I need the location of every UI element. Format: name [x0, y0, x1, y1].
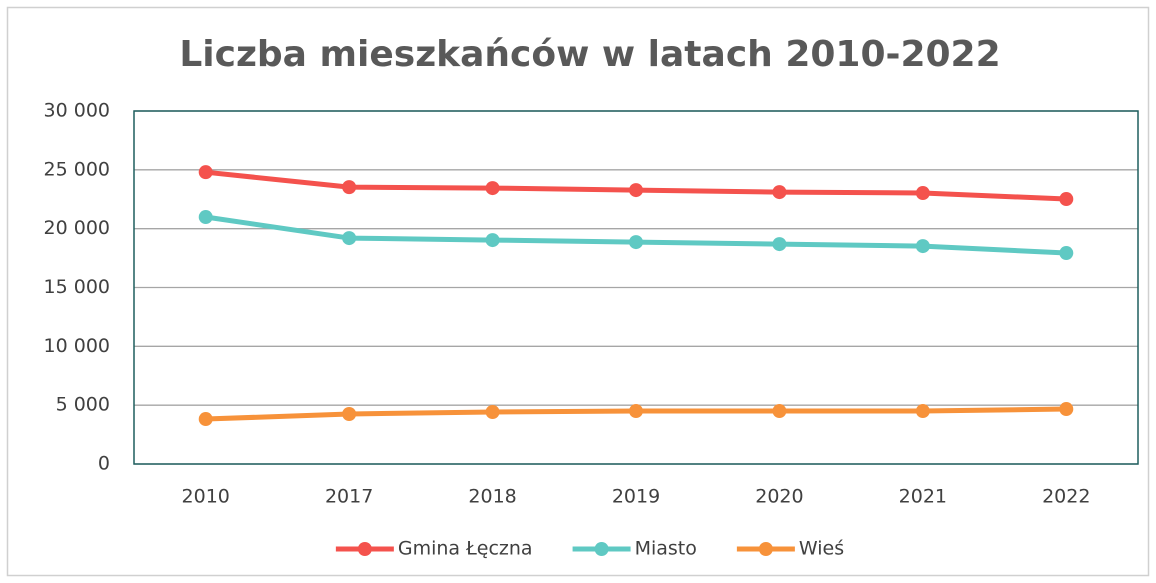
legend-marker	[357, 542, 372, 556]
data-point	[198, 165, 213, 180]
data-point	[915, 186, 930, 201]
y-tick-label: 15 000	[44, 276, 110, 298]
data-point	[629, 404, 643, 419]
data-point	[629, 183, 643, 198]
plot-border	[133, 110, 1139, 465]
legend-label: Gmina Łęczna	[398, 538, 533, 560]
y-tick-label: 25 000	[44, 158, 110, 180]
chart-title: Liczba mieszkańców w latach 2010-2022	[179, 34, 1000, 75]
legend-label: Miasto	[635, 538, 697, 560]
x-tick-label: 2021	[899, 486, 947, 508]
x-tick-label: 2010	[182, 486, 230, 508]
data-point	[915, 239, 930, 254]
data-point	[485, 233, 500, 248]
data-point	[629, 235, 643, 250]
y-tick-label: 30 000	[44, 100, 110, 122]
data-point	[198, 210, 213, 225]
x-tick-label: 2019	[612, 486, 660, 508]
y-tick-label: 10 000	[44, 335, 110, 357]
data-point	[342, 180, 357, 195]
data-point	[198, 412, 213, 427]
data-point	[772, 404, 787, 419]
data-point	[485, 181, 500, 196]
y-tick-label: 20 000	[44, 217, 110, 239]
data-point	[342, 231, 357, 246]
x-tick-label: 2018	[468, 486, 516, 508]
data-point	[485, 404, 500, 419]
data-point	[342, 406, 357, 421]
data-point	[915, 404, 930, 419]
legend-label: Wieś	[799, 538, 844, 560]
data-point	[1059, 246, 1074, 261]
y-tick-label: 5 000	[56, 394, 110, 416]
y-tick-label: 0	[98, 453, 110, 475]
data-point	[772, 237, 787, 252]
data-point	[1059, 192, 1074, 207]
x-tick-label: 2022	[1042, 486, 1090, 508]
x-tick-label: 2020	[755, 486, 803, 508]
legend-marker	[758, 542, 773, 556]
data-point	[772, 185, 787, 200]
x-tick-label: 2017	[325, 486, 373, 508]
legend-marker	[594, 542, 609, 556]
chart-border	[6, 6, 1150, 577]
data-point	[1059, 402, 1074, 417]
